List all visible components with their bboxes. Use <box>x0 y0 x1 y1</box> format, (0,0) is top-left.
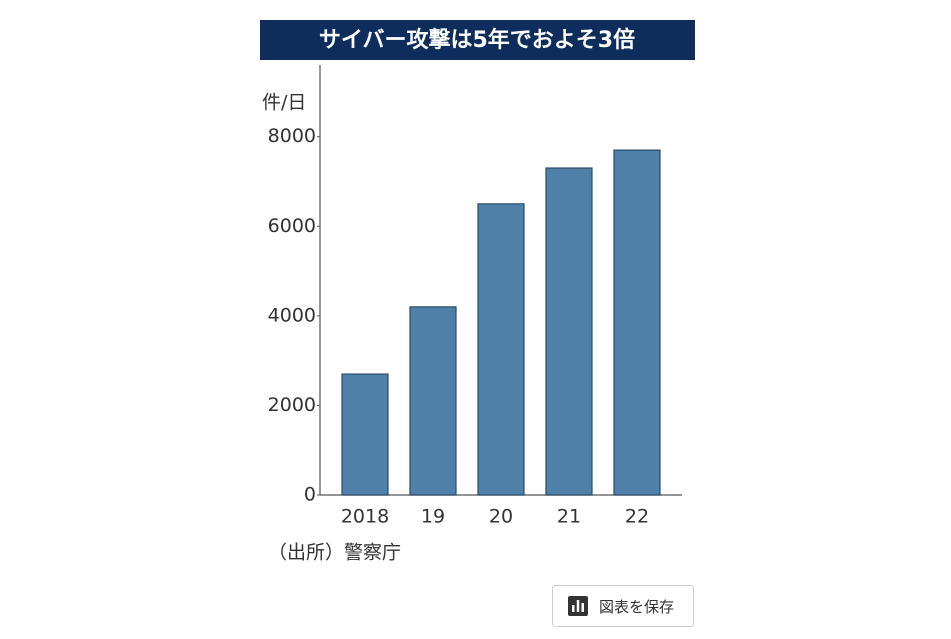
y-tick-label: 4000 <box>268 304 316 326</box>
chart-icon <box>568 596 588 616</box>
x-tick-label: 22 <box>625 506 649 528</box>
bar <box>477 203 525 496</box>
y-tick-label: 2000 <box>268 394 316 416</box>
title-bar <box>260 20 695 60</box>
chart-title: サイバー攻撃は5年でおよそ3倍 <box>319 27 635 53</box>
y-tick-label: 6000 <box>268 215 316 237</box>
bar <box>545 167 593 496</box>
y-unit: 件/日 <box>262 92 306 114</box>
y-tick-label: 0 <box>304 484 316 506</box>
bar <box>409 306 457 496</box>
y-tick-label: 8000 <box>268 125 316 147</box>
source: （出所）警察庁 <box>268 542 401 564</box>
x-tick-label: 2018 <box>341 506 389 528</box>
save-button-label: 図表を保存 <box>599 597 675 616</box>
bar <box>613 149 661 496</box>
x-tick-label: 20 <box>489 506 513 528</box>
bar <box>341 373 389 496</box>
x-tick-label: 19 <box>421 506 445 528</box>
x-tick-label: 21 <box>557 506 581 528</box>
save-button[interactable]: 図表を保存 <box>552 585 694 627</box>
